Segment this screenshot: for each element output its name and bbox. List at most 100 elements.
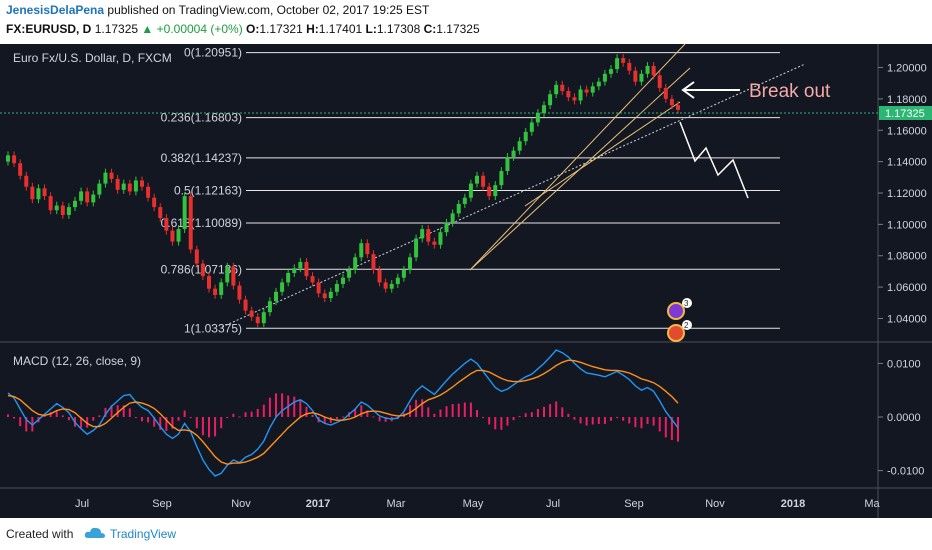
candle-body	[304, 262, 309, 277]
histogram-bar	[506, 417, 509, 426]
open-label: O:	[246, 22, 260, 36]
candle-body	[188, 196, 193, 250]
time-axis[interactable]: Jul Sep Nov 2017 Mar May Jul Sep Nov 2018 Ma	[75, 498, 881, 510]
price-tick-label: 1.04000	[887, 313, 927, 325]
price-chart[interactable]: 0(1.20951) 0.236(1.16803) 0.382(1.14237) 0.…	[0, 44, 932, 518]
support-trendline[interactable]	[221, 63, 806, 328]
event-marker-1[interactable]	[667, 302, 685, 320]
histogram-bar	[293, 396, 296, 417]
projection-path[interactable]	[679, 121, 749, 199]
candle-body	[213, 288, 218, 295]
histogram-bar	[171, 417, 174, 429]
candle-body	[389, 283, 394, 289]
histogram-bar	[451, 404, 454, 417]
candle-body	[462, 197, 467, 204]
current-price-text: 1.17325	[885, 108, 925, 120]
time-tick-label: 2018	[781, 498, 805, 510]
histogram-bar	[214, 417, 217, 437]
candle-body	[66, 207, 71, 215]
histogram-bar	[500, 417, 503, 430]
histogram-bar	[92, 417, 95, 421]
histogram-bar	[543, 406, 545, 417]
histogram-bar	[195, 417, 198, 429]
candle-body	[109, 172, 114, 179]
histogram-bar	[652, 417, 655, 426]
histogram-bar	[281, 393, 284, 417]
low-label: L:	[365, 22, 377, 36]
histogram-bar	[646, 417, 649, 424]
close-label: C:	[423, 22, 437, 36]
trend-channel[interactable]	[221, 44, 806, 328]
histogram-bar	[518, 415, 521, 417]
histogram-bar	[13, 417, 16, 419]
candle-body	[18, 163, 23, 176]
histogram-bar	[268, 397, 271, 417]
candle-body	[48, 196, 53, 211]
annotation-arrow-head	[681, 81, 695, 99]
candle-body	[286, 272, 291, 283]
tradingview-cloud-icon[interactable]	[84, 525, 106, 541]
channel-lower-line[interactable]	[524, 101, 681, 207]
candle-body	[280, 282, 285, 292]
histogram-bar	[372, 416, 375, 418]
candle-body	[615, 58, 620, 70]
histogram-bar	[409, 405, 411, 417]
time-tick-label: May	[463, 498, 484, 510]
candle-body	[322, 293, 327, 299]
author-link[interactable]: JenesisDelaPena	[6, 3, 105, 17]
event-markers[interactable]: 3 2	[667, 298, 692, 342]
histogram-bar	[591, 417, 594, 425]
fib-label: 0(1.20951)	[184, 46, 242, 60]
candle-body	[548, 94, 553, 106]
candle-body	[292, 268, 297, 273]
candle-body	[511, 150, 516, 157]
candle-body	[54, 205, 59, 211]
candle-body	[176, 229, 181, 242]
candle-body	[261, 312, 266, 324]
histogram-bar	[573, 417, 576, 420]
price-tick-label: 1.18000	[887, 94, 927, 106]
event-marker-2[interactable]	[667, 324, 685, 342]
candle-body	[426, 229, 431, 242]
candle-body	[609, 69, 613, 74]
histogram-bar	[482, 417, 485, 419]
histogram-bar	[226, 417, 229, 419]
histogram-bar	[354, 408, 357, 417]
published-text: published on TradingView.com, October 02…	[104, 3, 430, 17]
candle-body	[267, 301, 272, 313]
candle-body	[115, 178, 120, 190]
histogram-bar	[256, 408, 259, 417]
histogram-bar	[19, 417, 22, 427]
histogram-bar	[43, 415, 46, 417]
candle-body	[493, 185, 498, 197]
histogram-bar	[555, 401, 558, 417]
histogram-bar	[658, 417, 661, 432]
candle-body	[456, 203, 461, 214]
histogram-bar	[463, 402, 466, 417]
candle-body	[663, 87, 668, 99]
candle-body	[481, 175, 486, 187]
macd-axis[interactable]: 0.0100 0.0000 -0.0100	[878, 358, 924, 478]
chart-header: JenesisDelaPena published on TradingView…	[0, 0, 932, 44]
candle-body	[341, 277, 345, 284]
histogram-bar	[86, 417, 89, 428]
last-price: 1.17325	[94, 22, 139, 36]
histogram-bar	[628, 417, 631, 424]
candle-body	[444, 222, 449, 233]
candle-body	[334, 283, 339, 292]
time-tick-label: Jul	[75, 498, 89, 510]
candle-body	[231, 266, 236, 286]
candle-body	[274, 291, 278, 302]
tradingview-brand[interactable]: TradingView	[110, 527, 177, 541]
candle-body	[103, 172, 108, 184]
candle-body	[590, 86, 595, 93]
histogram-bar	[275, 393, 277, 417]
histogram-bar	[220, 417, 223, 429]
price-axis[interactable]: 1.20000 1.18000 1.16000 1.14000 1.12000 1.100…	[878, 63, 927, 326]
channel-upper-line[interactable]	[469, 44, 686, 271]
candle-body	[639, 73, 644, 82]
histogram-bar	[208, 417, 210, 438]
created-with-text: Created with	[6, 527, 74, 541]
price-tick-label: 1.14000	[887, 157, 927, 169]
candle-body	[408, 257, 412, 270]
